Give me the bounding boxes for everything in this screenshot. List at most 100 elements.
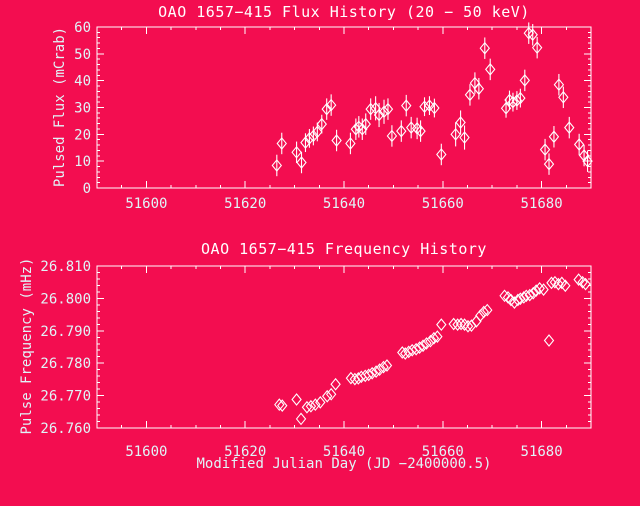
data-point-diamond (531, 41, 543, 55)
data-point-diamond (417, 339, 429, 353)
x-axis-label: Modified Julian Day (JD −2400000.5) (196, 456, 492, 472)
data-point-diamond (473, 82, 485, 96)
data-point-diamond (331, 134, 342, 147)
y-tick-label: 50 (74, 47, 91, 63)
data-point-diamond (577, 275, 588, 289)
y-tick-label: 26.790 (40, 324, 91, 340)
x-tick-label: 51620 (224, 444, 266, 460)
data-point-diamond (459, 318, 470, 332)
x-tick-label: 51600 (125, 196, 167, 212)
data-point-diamond (325, 98, 337, 112)
y-tick-label: 26.800 (40, 291, 91, 307)
frequency-panel: 51600 51620 51640 51660 51680 26.760 26.770 26.… (40, 259, 592, 460)
data-point-diamond (291, 393, 302, 406)
data-point-diamond (363, 368, 374, 382)
panel-frame (96, 265, 592, 429)
data-point-diamond (500, 101, 512, 115)
axis-ticks (96, 265, 592, 429)
data-point-diamond (436, 318, 447, 332)
y-tick-label: 30 (74, 101, 91, 117)
data-point-diamond (397, 346, 408, 359)
y-tick-label: 40 (74, 74, 91, 90)
data-point-diamond (478, 305, 490, 319)
data-point-diamond (452, 318, 463, 332)
data-point-diamond (499, 289, 510, 303)
x-tick-label: 51680 (521, 444, 563, 460)
x-tick-label: 51660 (422, 444, 464, 460)
data-point-diamond (518, 291, 530, 304)
data-point-diamond (277, 399, 288, 413)
data-point-diamond (276, 137, 287, 150)
data-point-diamond (558, 90, 569, 104)
data-point-diamond (578, 149, 590, 162)
data-point-diamond (432, 330, 443, 344)
data-point-diamond (471, 315, 482, 328)
data-point-diamond (512, 293, 524, 307)
data-point-diamond (485, 63, 496, 76)
data-point-diamond (295, 412, 307, 426)
data-point-diamond (345, 137, 356, 150)
data-point-diamond (345, 371, 357, 385)
data-point-diamond (582, 154, 593, 168)
data-point-diamond (315, 396, 326, 409)
x-tick-label: 51680 (521, 196, 563, 212)
data-point-diamond (357, 122, 368, 136)
y-tick-label: 26.770 (40, 389, 91, 405)
data-point-diamond (556, 276, 568, 290)
data-point-diamond (428, 331, 440, 345)
frequency-chart-title: OAO 1657−415 Frequency History (201, 240, 487, 258)
data-point-diamond (386, 129, 398, 143)
data-point-diamond (370, 101, 381, 115)
data-point-diamond (414, 341, 425, 355)
data-point-diamond (455, 116, 466, 129)
data-point-diamond (316, 117, 327, 131)
x-tick-label: 51640 (323, 444, 365, 460)
data-point-diamond (382, 102, 394, 116)
data-point-diamond (580, 277, 591, 291)
data-point-diamond (410, 342, 422, 356)
x-tick-label: 51640 (323, 196, 365, 212)
x-tick-label: 51660 (422, 196, 464, 212)
data-point-diamond (421, 337, 432, 350)
data-point-diamond (401, 99, 412, 112)
data-point-diamond (360, 117, 371, 131)
data-point-diamond (534, 281, 545, 295)
y-tick-label: 26.780 (40, 356, 91, 372)
flux-panel: 51600 51620 51640 51660 51680 0 10 20 30 40 50 60 (74, 20, 593, 212)
data-point-diamond (515, 91, 526, 105)
data-point-diamond (502, 291, 514, 304)
data-point-diamond (527, 286, 539, 300)
plot-canvas: 51600 51620 51640 51660 51680010203040506051… (40, 20, 593, 460)
data-point-diamond (479, 41, 491, 55)
data-points (271, 22, 593, 177)
y-tick-label: 10 (74, 154, 91, 170)
data-point-diamond (511, 94, 523, 107)
y-tick-label: 26.760 (40, 421, 91, 437)
data-point-diamond (378, 360, 389, 374)
data-point-diamond (543, 334, 555, 347)
data-point-diamond (448, 317, 459, 331)
data-point-diamond (543, 157, 555, 171)
data-point-diamond (573, 138, 585, 151)
data-point-diamond (553, 277, 564, 291)
data-point-diamond (425, 334, 436, 348)
data-point-diamond (396, 124, 407, 138)
tick-labels: 51600 51620 51640 51660 51680 0 10 20 30 40 50 60 (74, 20, 563, 212)
data-point-diamond (504, 93, 515, 107)
data-point-diamond (374, 363, 385, 377)
data-point-diamond (411, 122, 423, 135)
data-point-diamond (325, 387, 337, 401)
x-tick-label: 51620 (224, 196, 266, 212)
data-point-diamond (330, 377, 341, 391)
data-point-diamond (310, 398, 321, 412)
data-point-diamond (524, 288, 535, 302)
y-tick-label: 20 (74, 127, 91, 143)
x-tick-label: 51600 (125, 444, 167, 460)
flux-chart-title: OAO 1657−415 Flux History (20 − 50 keV) (158, 3, 530, 21)
data-point-diamond (527, 28, 538, 42)
data-point-diamond (436, 148, 447, 161)
y-tick-label: 60 (74, 20, 91, 36)
y-tick-label: 26.810 (40, 259, 91, 275)
data-point-diamond (405, 121, 417, 134)
panel-frame (96, 26, 592, 189)
